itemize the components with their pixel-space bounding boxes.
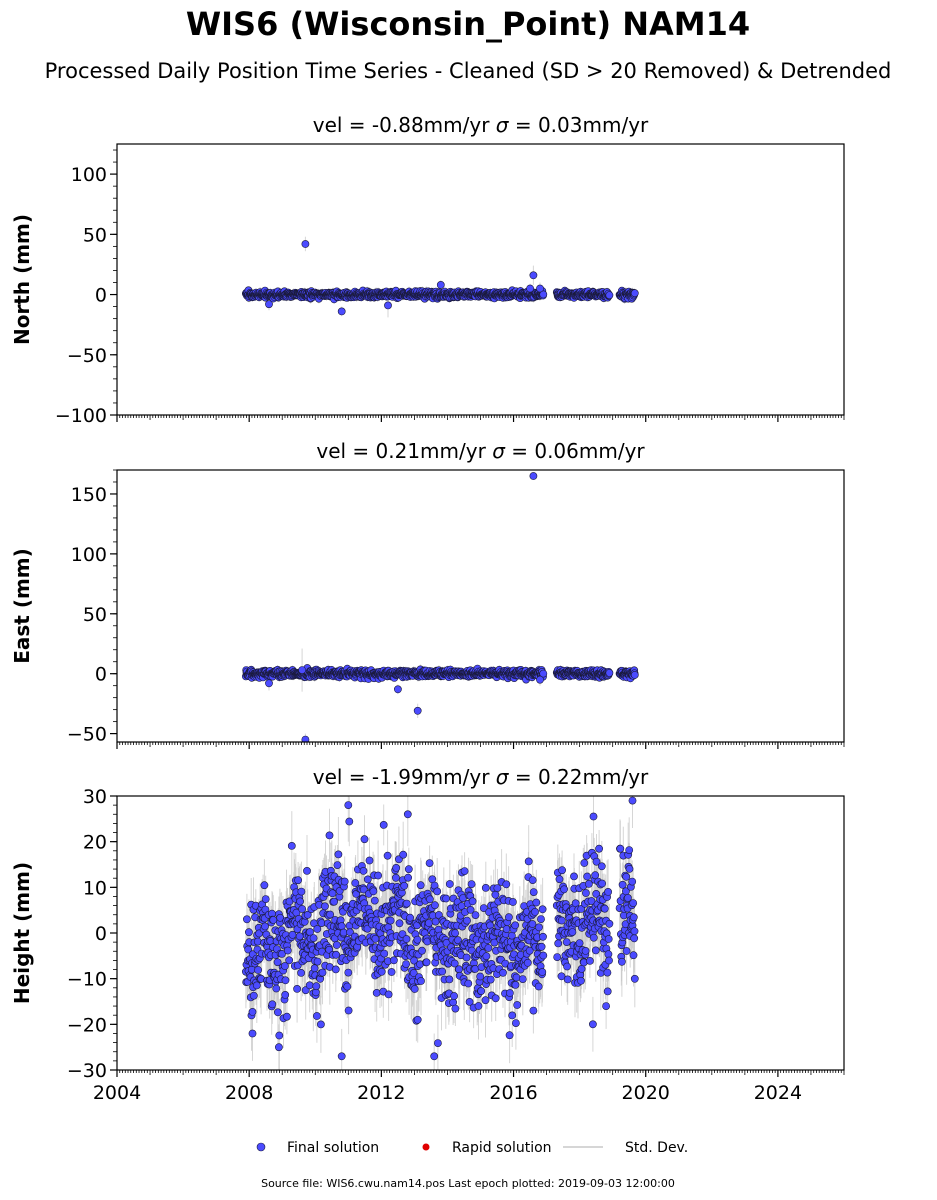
data-point — [301, 240, 310, 248]
east-panel: vel = 0.21mm/yr σ = 0.06mm/yr East (mm) 15… — [10, 439, 845, 749]
velocity-text: vel = -0.88mm/yr — [313, 113, 496, 137]
figure-title: WIS6 (Wisconsin_Point) NAM14 — [186, 5, 750, 43]
data-point — [630, 671, 639, 679]
panel-title: vel = -0.88mm/yr σ = 0.03mm/yr — [313, 113, 649, 137]
data-point — [529, 472, 538, 480]
y-tick-label: 150 — [71, 484, 107, 506]
panel-title: vel = 0.21mm/yr σ = 0.06mm/yr — [316, 439, 645, 463]
y-tick-label: 50 — [83, 224, 107, 246]
stddev-layer — [245, 473, 636, 742]
data-point — [298, 666, 306, 674]
data-point — [536, 284, 544, 293]
sigma-symbol: σ — [492, 439, 506, 463]
data-point — [393, 685, 402, 694]
data-point — [265, 679, 273, 688]
data-point — [605, 669, 614, 677]
data-point — [630, 289, 639, 298]
y-tick-label: 0 — [95, 664, 107, 686]
data-point — [265, 300, 273, 309]
y-tick-label: −50 — [67, 345, 107, 367]
velocity-text: vel = 0.21mm/yr — [316, 439, 492, 463]
data-point — [605, 291, 614, 300]
data-point — [384, 301, 392, 310]
plot-frame — [116, 143, 845, 416]
sigma-symbol: σ — [496, 113, 510, 137]
y-tick-label: −50 — [67, 724, 107, 746]
y-tick-label: 100 — [71, 164, 107, 186]
data-layer — [241, 236, 639, 318]
points-layer — [241, 240, 639, 316]
data-layer — [241, 472, 639, 742]
data-point — [436, 280, 445, 289]
points-layer — [241, 472, 639, 742]
data-point — [529, 271, 538, 280]
stddev-layer — [245, 236, 636, 318]
sigma-text: = 0.06mm/yr — [505, 439, 646, 463]
figure-subtitle: Processed Daily Position Time Series - C… — [45, 59, 892, 83]
data-point — [337, 307, 346, 316]
data-point — [526, 284, 534, 293]
data-point — [539, 290, 548, 299]
north-panel: vel = -0.88mm/yr σ = 0.03mm/yr North (mm)… — [10, 113, 845, 427]
plot-frame — [116, 469, 845, 743]
y-axis-label: East (mm) — [10, 548, 34, 664]
y-axis-label: North (mm) — [10, 214, 34, 345]
y-tick-label: 50 — [83, 604, 107, 626]
data-point — [536, 675, 544, 684]
sigma-text: = 0.03mm/yr — [508, 113, 649, 137]
y-tick-label: 100 — [71, 544, 107, 566]
y-tick-label: −100 — [55, 405, 107, 427]
y-tick-label: 0 — [95, 285, 107, 307]
data-point — [413, 706, 422, 715]
